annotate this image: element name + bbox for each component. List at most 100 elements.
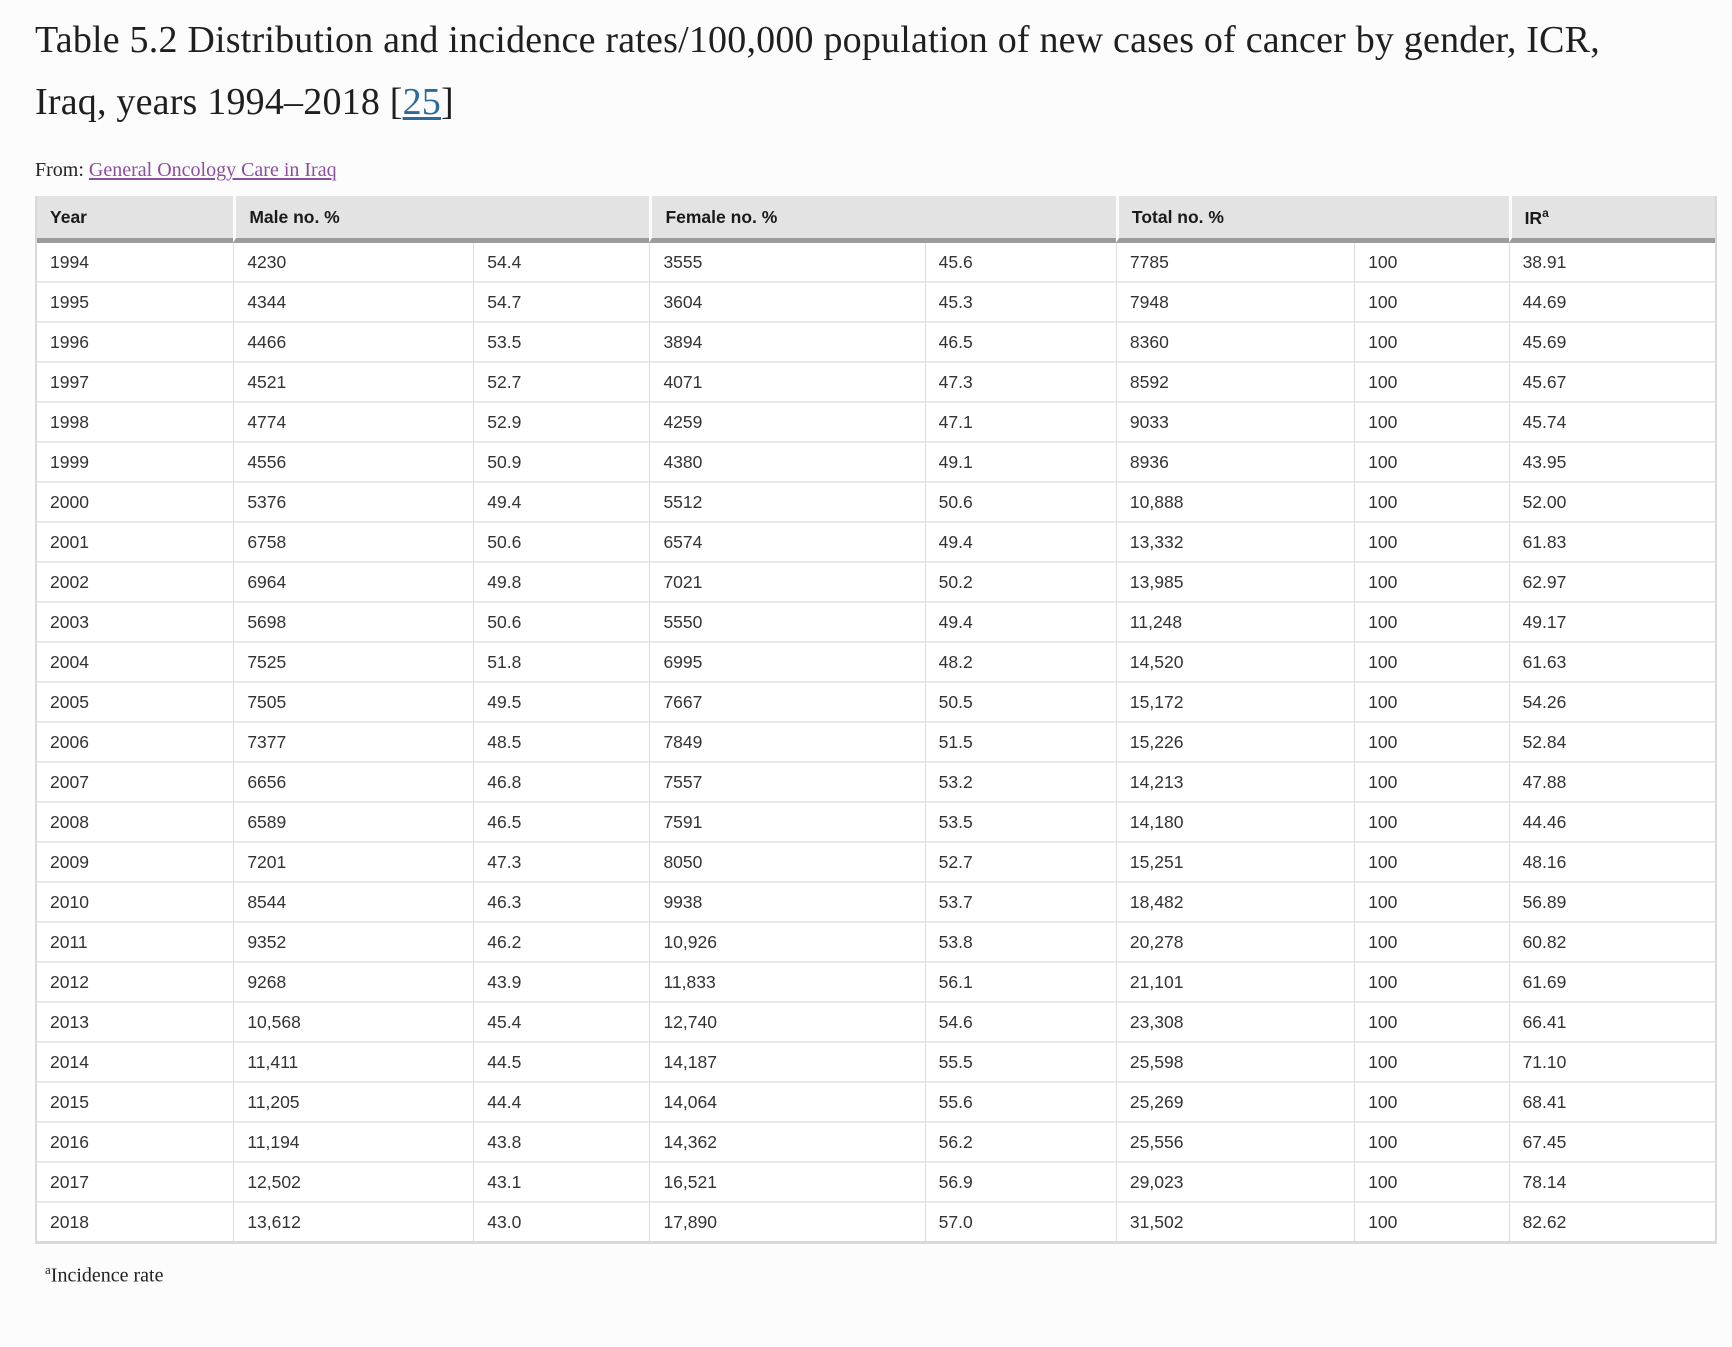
table-row: 1999 4556 50.9 4380 49.1 8936 100 43.95 — [37, 440, 1715, 481]
table-cell-male_pct: 46.3 — [473, 880, 650, 921]
table-body: 1994 4230 54.4 3555 45.6 7785 100 38.91 1995 4344… — [37, 242, 1715, 1241]
table-cell-male_no: 4556 — [233, 440, 474, 481]
table-cell-year: 2014 — [37, 1040, 234, 1081]
table-cell-total_no: 14,213 — [1115, 760, 1355, 801]
table-cell-total_pct: 100 — [1354, 920, 1509, 961]
table-cell-ir: 61.63 — [1508, 640, 1715, 681]
table-footnote: aIncidence rate — [45, 1262, 1717, 1288]
table-cell-female_no: 3555 — [649, 242, 924, 281]
table-cell-total_pct: 100 — [1354, 720, 1509, 761]
table-row: 1994 4230 54.4 3555 45.6 7785 100 38.91 — [37, 242, 1715, 281]
column-header-female: Female no. % — [649, 196, 1116, 243]
table-cell-year: 2013 — [37, 1000, 234, 1041]
table-cell-female_no: 16,521 — [649, 1160, 925, 1201]
table-row: 2002 6964 49.8 7021 50.2 13,985 100 62.97 — [37, 560, 1715, 601]
source-link[interactable]: General Oncology Care in Iraq — [88, 159, 337, 182]
table-cell-female_no: 11,833 — [649, 960, 925, 1001]
table-row: 2005 7505 49.5 7667 50.5 15,172 100 54.26 — [37, 680, 1715, 721]
table-row: 2004 7525 51.8 6995 48.2 14,520 100 61.63 — [37, 640, 1715, 681]
table-cell-male_pct: 49.5 — [473, 680, 650, 721]
table-cell-total_pct: 100 — [1354, 400, 1509, 441]
table-cell-female_pct: 46.5 — [924, 320, 1116, 361]
table-row: 1996 4466 53.5 3894 46.5 8360 100 45.69 — [37, 320, 1715, 361]
table-header-row: Year Male no. % Female no. % Total no. %… — [37, 196, 1715, 243]
table-cell-male_pct: 54.4 — [473, 242, 649, 281]
table-cell-total_no: 7948 — [1115, 280, 1355, 321]
table-cell-ir: 61.83 — [1508, 520, 1715, 561]
reference-link[interactable]: 25 — [402, 80, 442, 123]
table-cell-total_pct: 100 — [1354, 440, 1509, 481]
table-cell-year: 2001 — [37, 520, 234, 561]
table-cell-total_pct: 100 — [1354, 280, 1509, 321]
table-cell-male_pct: 46.5 — [473, 800, 650, 841]
table-row: 2011 9352 46.2 10,926 53.8 20,278 100 60.82 — [37, 920, 1715, 961]
footnote-marker: a — [45, 1261, 51, 1277]
table-row: 2012 9268 43.9 11,833 56.1 21,101 100 61.69 — [37, 960, 1715, 1001]
table-header: Year Male no. % Female no. % Total no. %… — [37, 196, 1715, 243]
table-cell-male_no: 6656 — [233, 760, 474, 801]
table-cell-ir: 78.14 — [1508, 1160, 1715, 1201]
table-cell-female_no: 3894 — [649, 320, 925, 361]
table-cell-male_no: 7525 — [233, 640, 474, 681]
table-cell-male_pct: 43.0 — [473, 1200, 650, 1241]
table-cell-year: 2015 — [37, 1080, 234, 1121]
table-cell-male_pct: 54.7 — [473, 280, 650, 321]
table-cell-male_pct: 44.5 — [473, 1040, 650, 1081]
table-cell-female_pct: 57.0 — [924, 1200, 1116, 1241]
table-cell-total_pct: 100 — [1354, 680, 1509, 721]
table-cell-female_no: 7849 — [649, 720, 925, 761]
table-cell-total_no: 15,226 — [1115, 720, 1355, 761]
table-cell-female_no: 7021 — [649, 560, 925, 601]
table-cell-male_no: 6758 — [233, 520, 474, 561]
table-cell-year: 2007 — [37, 760, 234, 801]
table-cell-male_no: 11,205 — [233, 1080, 474, 1121]
table-cell-year: 2005 — [37, 680, 234, 721]
table-cell-male_no: 7201 — [233, 840, 474, 881]
table-cell-male_pct: 50.6 — [473, 520, 650, 561]
table-cell-female_no: 12,740 — [649, 1000, 925, 1041]
table-title-text: Table 5.2 Distribution and incidence rat… — [35, 19, 1600, 123]
table-cell-ir: 44.46 — [1508, 800, 1715, 841]
table-cell-total_no: 20,278 — [1115, 920, 1355, 961]
table-cell-male_no: 4230 — [233, 242, 473, 281]
table-cell-female_pct: 48.2 — [924, 640, 1116, 681]
table-cell-female_pct: 49.4 — [924, 600, 1116, 641]
table-cell-ir: 62.97 — [1508, 560, 1715, 601]
table-cell-year: 2010 — [37, 880, 234, 921]
table-cell-female_no: 4071 — [649, 360, 925, 401]
table-cell-female_pct: 47.1 — [924, 400, 1116, 441]
table-cell-female_pct: 45.3 — [924, 280, 1116, 321]
table-cell-total_pct: 100 — [1354, 640, 1509, 681]
table-cell-total_pct: 100 — [1354, 1120, 1509, 1161]
ir-footnote-marker: a — [1542, 206, 1549, 221]
table-row: 2015 11,205 44.4 14,064 55.6 25,269 100 68.41 — [37, 1080, 1715, 1121]
table-cell-male_pct: 50.9 — [473, 440, 650, 481]
table-cell-ir: 49.17 — [1508, 600, 1715, 641]
footnote-text: Incidence rate — [50, 1264, 164, 1287]
table-cell-male_pct: 47.3 — [473, 840, 650, 881]
table-cell-male_no: 7505 — [233, 680, 474, 721]
table-cell-female_no: 9938 — [649, 880, 925, 921]
table-cell-male_no: 11,194 — [233, 1120, 474, 1161]
table-cell-total_no: 8360 — [1115, 320, 1355, 361]
table-cell-year: 2017 — [37, 1160, 234, 1201]
table-cell-male_pct: 43.9 — [473, 960, 650, 1001]
table-cell-total_pct: 100 — [1354, 1200, 1509, 1241]
table-cell-female_pct: 53.2 — [924, 760, 1116, 801]
table-cell-total_pct: 100 — [1354, 880, 1509, 921]
table-cell-year: 1998 — [37, 400, 234, 441]
table-cell-total_no: 10,888 — [1115, 480, 1355, 521]
table-cell-ir: 68.41 — [1508, 1080, 1715, 1121]
table-cell-total_no: 14,520 — [1115, 640, 1355, 681]
table-cell-ir: 71.10 — [1508, 1040, 1715, 1081]
column-header-ir: IRa — [1508, 196, 1715, 243]
table-cell-female_pct: 50.2 — [924, 560, 1116, 601]
table-cell-year: 1994 — [50, 251, 89, 272]
table-cell-female_pct: 55.6 — [924, 1080, 1116, 1121]
table-cell-male_no: 7377 — [233, 720, 474, 761]
column-header-male: Male no. % — [233, 196, 650, 243]
table-cell-ir: 43.95 — [1508, 440, 1715, 481]
table-cell-female_no: 4380 — [649, 440, 925, 481]
table-cell-total_no: 8936 — [1115, 440, 1355, 481]
table-cell-male_pct: 44.4 — [473, 1080, 650, 1121]
